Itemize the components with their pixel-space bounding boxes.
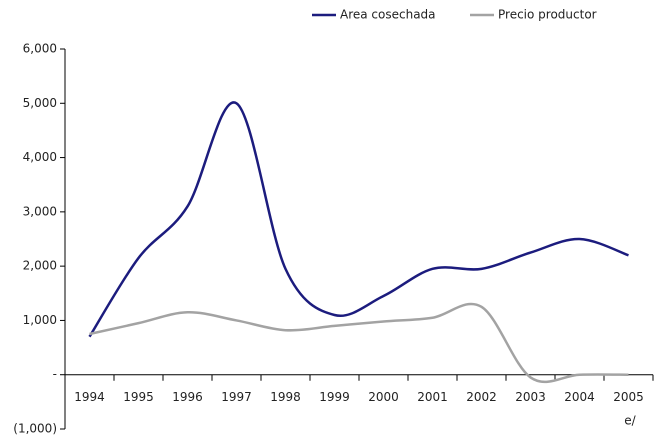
x-tick-label: 1998: [270, 390, 301, 404]
annotation: e/: [624, 414, 636, 428]
x-tick-label: 1999: [319, 390, 350, 404]
legend-label: Area cosechada: [340, 8, 436, 22]
x-tick-label: 2000: [368, 390, 399, 404]
x-tick-label: 1996: [172, 390, 203, 404]
y-tick-label: 5,000: [23, 96, 57, 110]
x-tick-label: 1997: [221, 390, 252, 404]
y-tick-label: 6,000: [23, 42, 57, 56]
y-tick-label: 2,000: [23, 259, 57, 273]
x-tick-label: 1995: [123, 390, 154, 404]
y-tick-label: 4,000: [23, 150, 57, 164]
y-tick-label: -: [53, 367, 57, 381]
y-tick-label: (1,000): [13, 422, 57, 436]
x-tick-label: 1994: [74, 390, 105, 404]
line-series: [89, 302, 629, 384]
x-tick-label: 2001: [417, 390, 448, 404]
legend-label: Precio productor: [498, 8, 597, 22]
x-tick-label: 2003: [515, 390, 546, 404]
x-tick-label: 2005: [613, 390, 644, 404]
line-series: [88, 101, 629, 338]
x-tick-label: 2004: [564, 390, 595, 404]
y-tick-label: 3,000: [23, 204, 57, 218]
y-tick-label: 1,000: [23, 313, 57, 327]
x-tick-label: 2002: [466, 390, 497, 404]
